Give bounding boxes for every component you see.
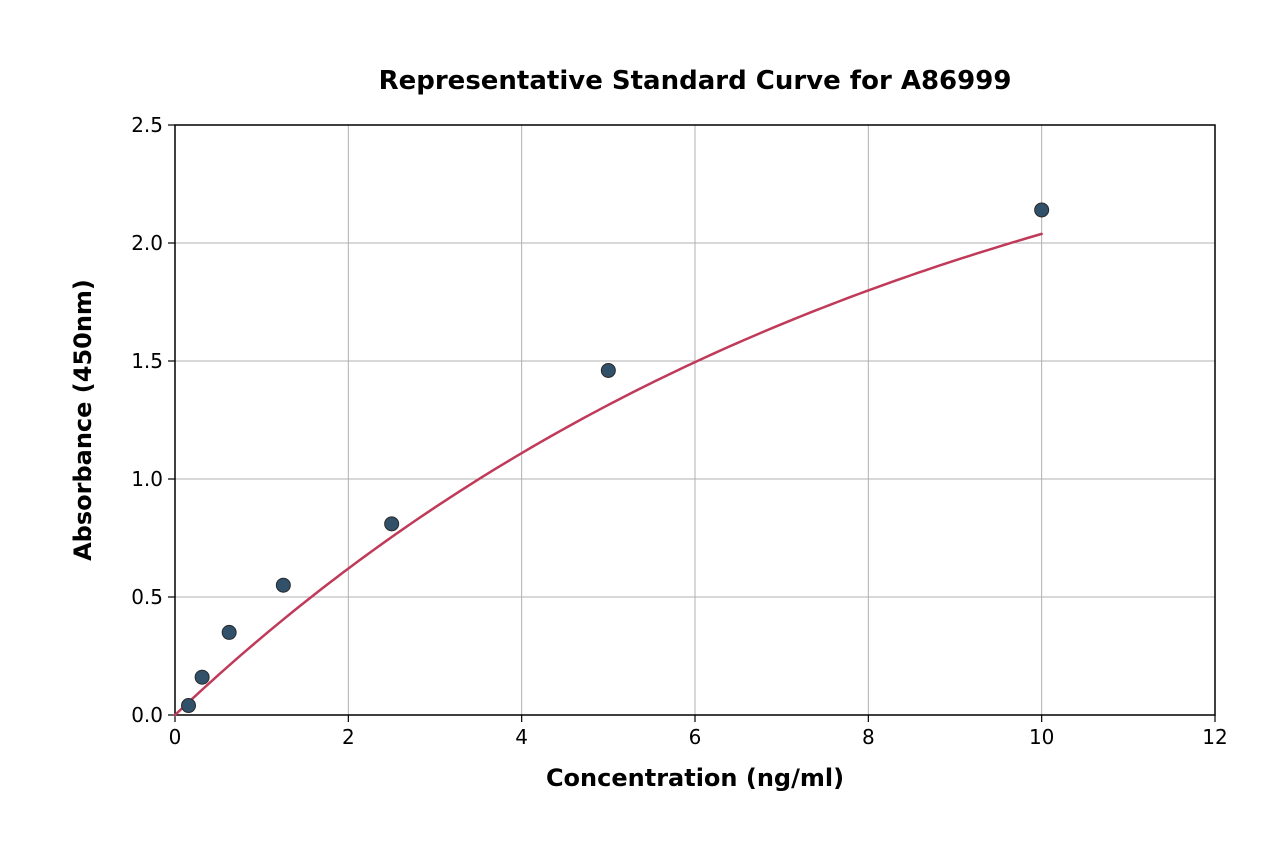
ytick-label: 1.5 (131, 349, 163, 373)
xtick-label: 4 (515, 725, 528, 749)
x-axis-label: Concentration (ng/ml) (546, 764, 844, 792)
data-point (276, 578, 290, 592)
data-point (222, 625, 236, 639)
xtick-label: 2 (342, 725, 355, 749)
ytick-label: 2.5 (131, 113, 163, 137)
ytick-label: 0.5 (131, 585, 163, 609)
chart-title: Representative Standard Curve for A86999 (379, 66, 1012, 96)
standard-curve-chart: 0 2 4 6 8 10 12 0.0 0.5 1.0 1.5 2.0 2.5 Concentration… (0, 0, 1280, 845)
ytick-label: 2.0 (131, 231, 163, 255)
data-point (385, 517, 399, 531)
ytick-label: 1.0 (131, 467, 163, 491)
data-point (601, 363, 615, 377)
xtick-label: 10 (1029, 725, 1054, 749)
xtick-label: 8 (862, 725, 875, 749)
data-point (195, 670, 209, 684)
y-axis-label: Absorbance (450nm) (69, 279, 97, 561)
data-point (182, 699, 196, 713)
data-point (1035, 203, 1049, 217)
chart-container: 0 2 4 6 8 10 12 0.0 0.5 1.0 1.5 2.0 2.5 Concentration… (0, 0, 1280, 845)
ytick-label: 0.0 (131, 703, 163, 727)
xtick-label: 12 (1202, 725, 1227, 749)
xtick-label: 0 (169, 725, 182, 749)
xtick-label: 6 (689, 725, 702, 749)
